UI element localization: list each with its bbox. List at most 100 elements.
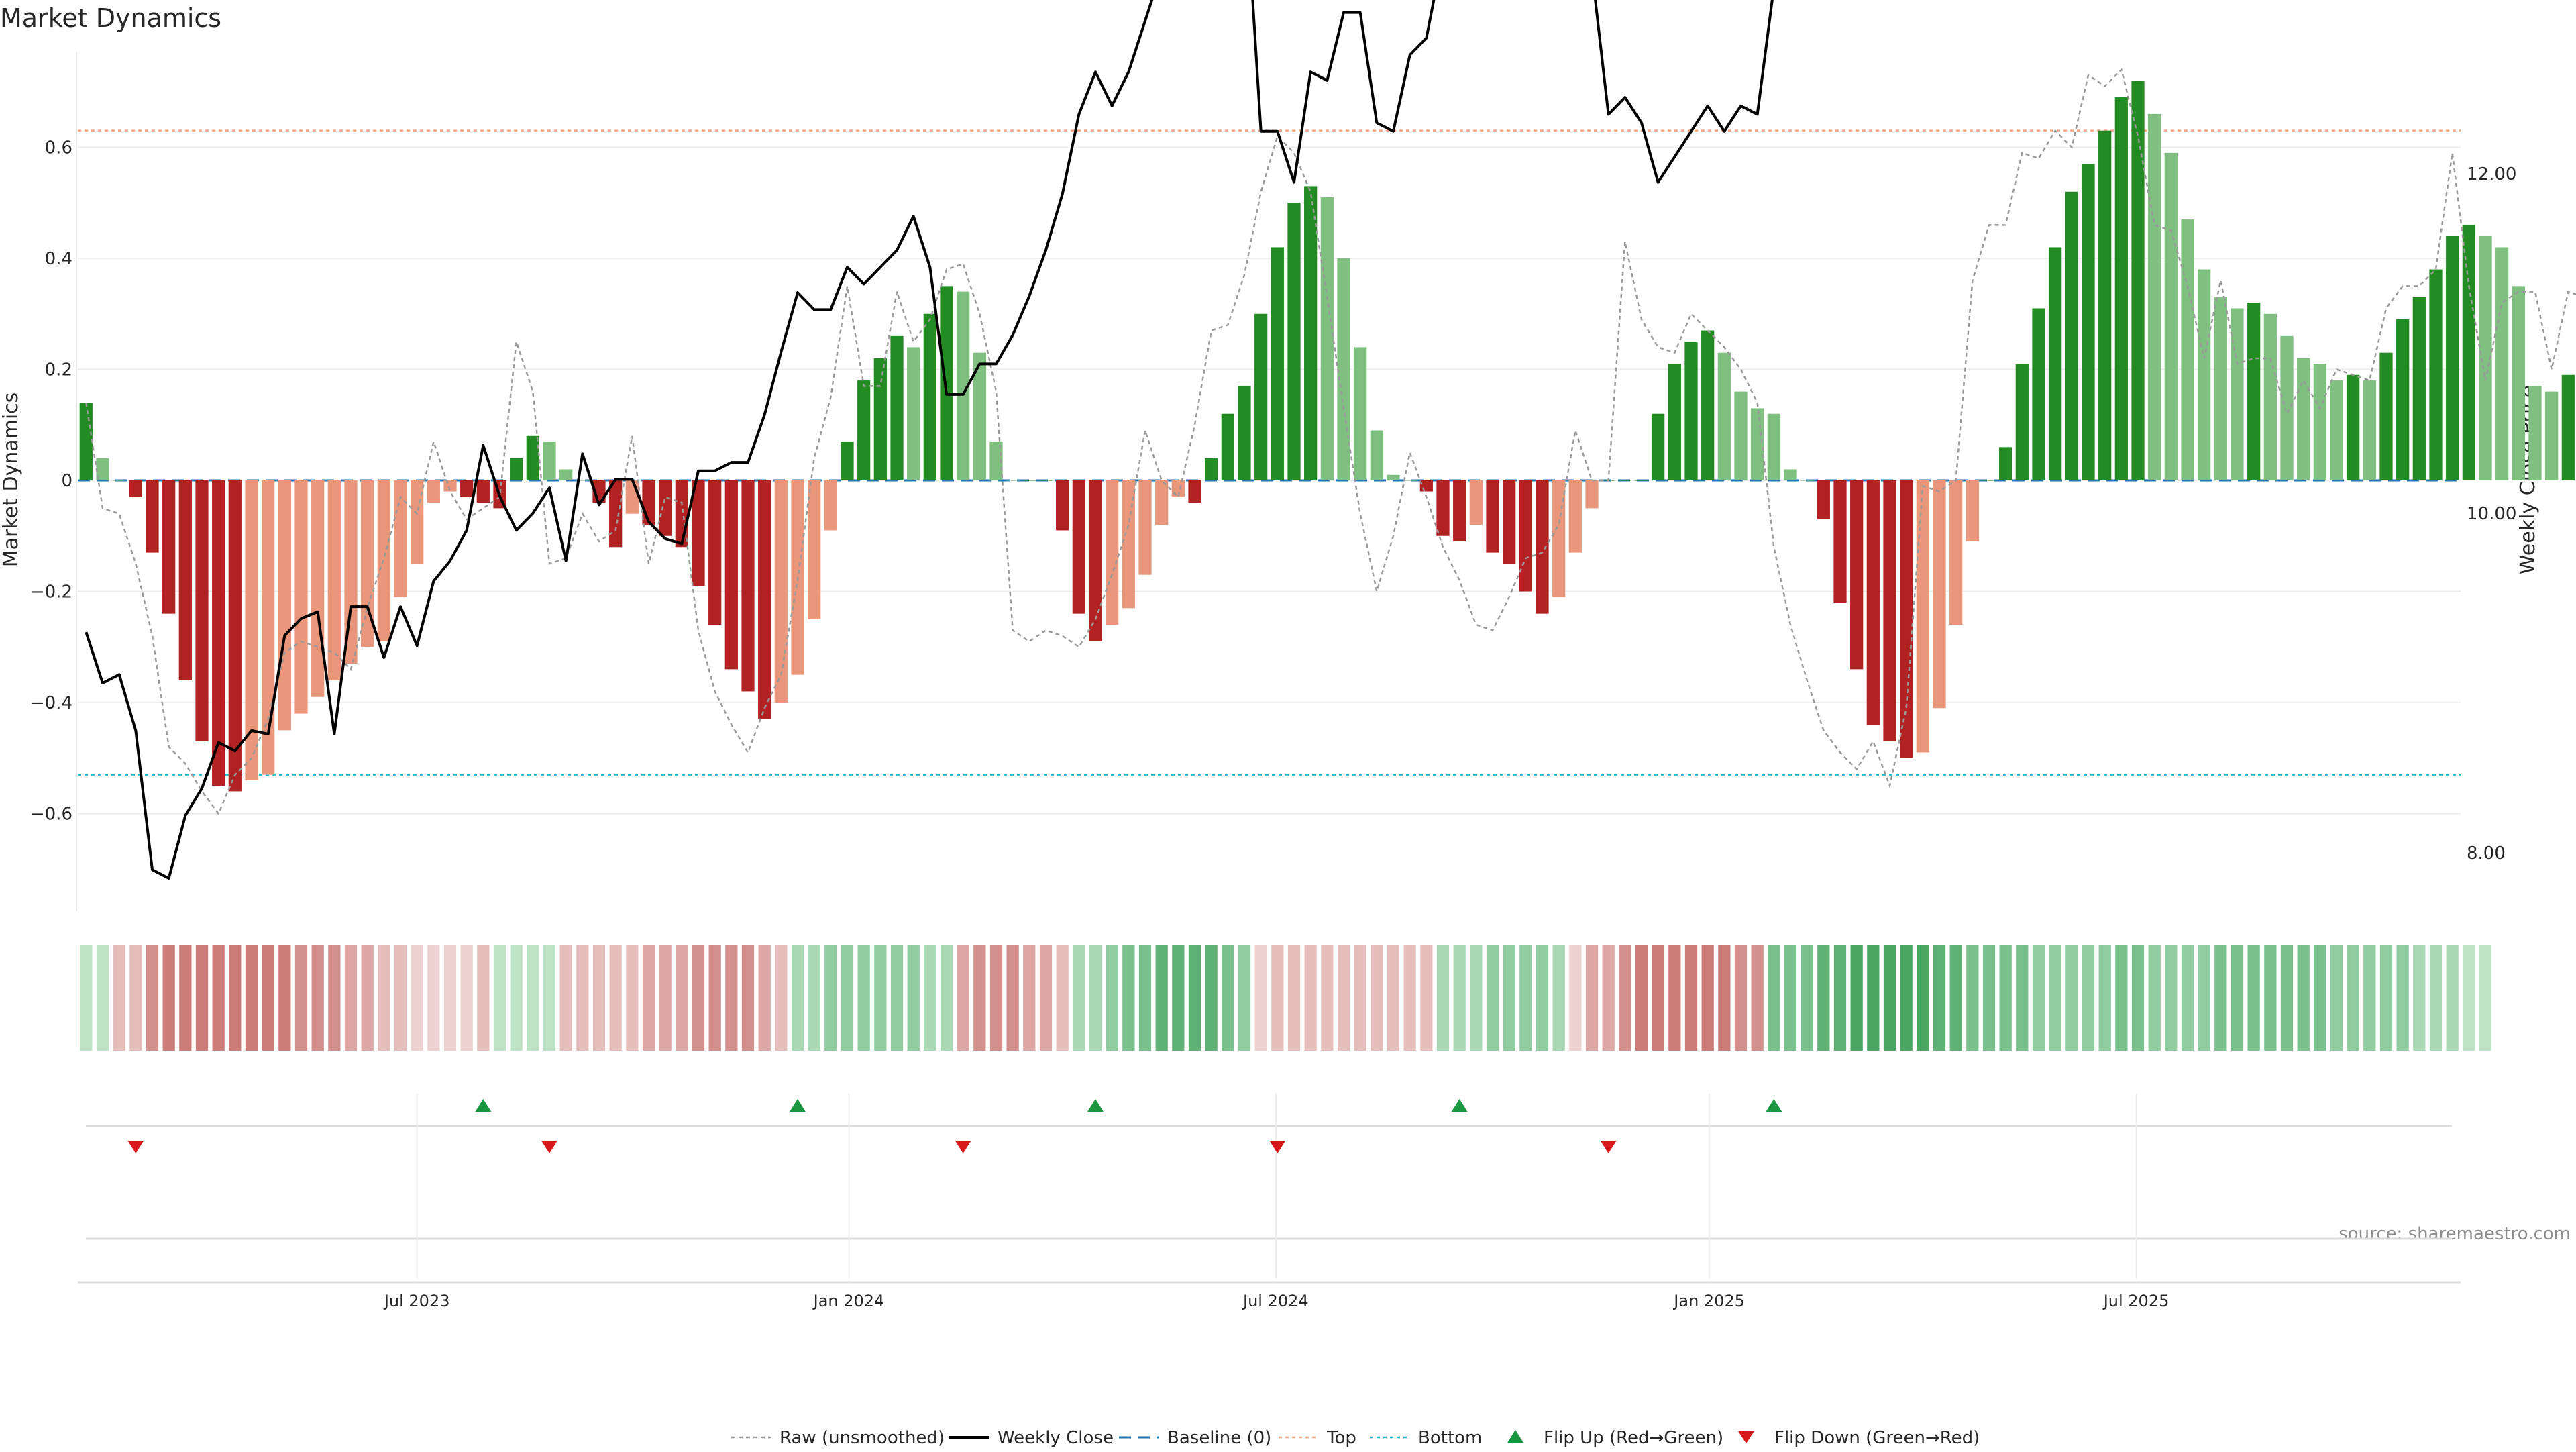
dynamics-bar — [2297, 358, 2310, 480]
dynamics-bar — [1503, 480, 1516, 564]
dynamics-bar — [808, 480, 821, 619]
regime-cell — [989, 945, 1003, 1051]
regime-cell — [973, 945, 986, 1051]
dynamics-bar — [162, 480, 176, 614]
dynamics-bar — [1999, 447, 2012, 480]
regime-cell — [1917, 945, 1929, 1051]
raw-line — [85, 68, 2576, 815]
dynamics-bar — [1072, 480, 1085, 614]
regime-cell — [1966, 945, 1979, 1051]
regime-cell — [808, 945, 820, 1051]
legend-label: Weekly Close — [998, 1428, 1114, 1448]
dynamics-bar — [2429, 269, 2443, 480]
regime-cell — [1900, 945, 1913, 1051]
regime-cell — [1006, 945, 1019, 1051]
dynamics-bar — [1403, 480, 1417, 481]
regime-cell — [1073, 945, 1085, 1051]
regime-cell — [146, 945, 159, 1051]
legend-label: Flip Up (Red→Green) — [1544, 1428, 1723, 1448]
dynamics-bar — [1387, 474, 1400, 480]
legend-label: Baseline (0) — [1167, 1428, 1271, 1448]
dynamics-bar — [2131, 81, 2145, 480]
regime-cell — [1138, 945, 1152, 1051]
dynamics-bar — [311, 480, 325, 697]
dynamics-bar — [1684, 342, 1698, 480]
regime-cell — [80, 945, 93, 1051]
regime-cell — [2115, 945, 2128, 1051]
dynamics-bar — [2561, 374, 2575, 480]
y-tick-label: 0.4 — [45, 249, 72, 269]
dynamics-bar — [129, 480, 142, 497]
dynamics-bar — [1419, 480, 1433, 492]
regime-cell — [2363, 945, 2376, 1051]
regime-cell — [1337, 945, 1350, 1051]
regime-cell — [1453, 945, 1466, 1051]
regime-cell — [2413, 945, 2426, 1051]
dynamics-bar — [692, 480, 705, 586]
dynamics-bar — [327, 480, 341, 680]
dynamics-bar — [2462, 225, 2475, 480]
regime-cell — [1470, 945, 1483, 1051]
regime-cell — [940, 945, 953, 1051]
regime-cell — [1222, 945, 1234, 1051]
regime-cell — [294, 945, 308, 1051]
dynamics-bar — [1652, 413, 1665, 480]
dynamics-bar — [178, 480, 192, 680]
dynamics-bar — [2280, 335, 2294, 480]
dynamics-bar — [1287, 203, 1301, 480]
dynamics-bar — [1585, 480, 1599, 509]
dynamics-bar — [2065, 191, 2078, 480]
regime-cell — [1122, 945, 1135, 1051]
dynamics-bar — [2496, 247, 2509, 480]
y2-tick-label: 8.00 — [2467, 843, 2506, 864]
y2-tick-label: 12.00 — [2467, 164, 2516, 185]
dynamics-bar — [1883, 480, 1896, 741]
dynamics-bar — [2379, 352, 2393, 480]
regime-cell — [1371, 945, 1383, 1051]
legend-label: Top — [1326, 1428, 1356, 1448]
x-tick-label: Jan 2024 — [812, 1292, 885, 1310]
dynamics-bar — [1254, 313, 1268, 480]
regime-cell — [1635, 945, 1648, 1051]
regime-cell — [2016, 945, 2029, 1051]
dynamics-bar — [1900, 480, 1913, 758]
dynamics-bar — [1354, 347, 1367, 480]
regime-cell — [791, 945, 804, 1051]
dynamics-bars — [79, 81, 2575, 792]
regime-cell — [725, 945, 738, 1051]
line-series — [85, 0, 2576, 880]
dynamics-bar — [245, 480, 258, 780]
regime-cell — [2330, 945, 2343, 1051]
regime-cell — [1155, 945, 1168, 1051]
regime-cell — [1569, 945, 1582, 1051]
regime-cell — [361, 945, 374, 1051]
dynamics-bar — [1221, 413, 1234, 480]
dynamics-bar — [2347, 374, 2360, 480]
dynamics-bar — [1056, 480, 1069, 531]
dynamics-bar — [1801, 480, 1814, 481]
regime-cell — [924, 945, 936, 1051]
dynamics-bar — [1519, 480, 1532, 592]
dynamics-bar — [2082, 164, 2095, 480]
regime-cell — [411, 945, 423, 1051]
y-tick-label: 0.2 — [45, 360, 72, 380]
regime-cell — [2098, 945, 2111, 1051]
dynamics-bar — [758, 480, 771, 719]
regime-strip — [80, 945, 2492, 1051]
dynamics-bar — [973, 352, 986, 480]
regime-cell — [2231, 945, 2244, 1051]
dynamics-bar — [2528, 386, 2542, 480]
regime-cell — [1668, 945, 1681, 1051]
flip-down-marker — [1269, 1141, 1286, 1153]
dynamics-bar — [1320, 197, 1334, 480]
flip-down-marker — [955, 1141, 971, 1153]
regime-cell — [1354, 945, 1366, 1051]
chart-title: Market Dynamics — [0, 3, 221, 33]
dynamics-bar — [2214, 297, 2227, 480]
dynamics-bar — [1138, 480, 1152, 575]
dynamics-bar — [1271, 247, 1284, 480]
dynamics-bar — [957, 291, 970, 480]
regime-cell — [493, 945, 506, 1051]
regime-cell — [1734, 945, 1748, 1051]
